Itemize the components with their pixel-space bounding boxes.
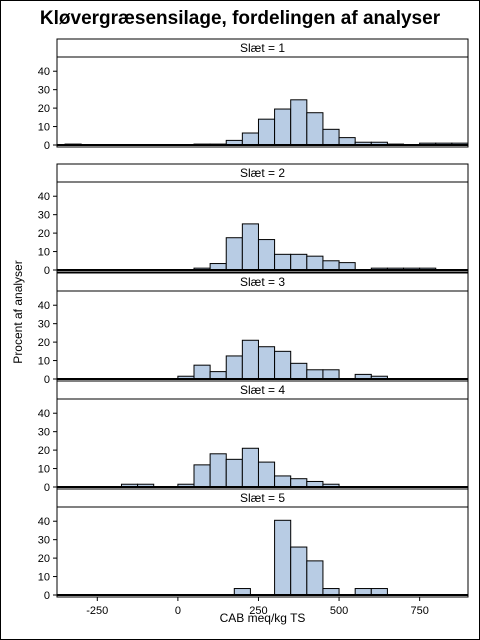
y-tick-label: 20	[38, 103, 50, 115]
panel-label-1: Slæt = 1	[240, 41, 285, 55]
y-tick-label: 30	[38, 210, 50, 222]
y-tick-label: 30	[38, 319, 50, 331]
y-tick-label: 10	[38, 464, 50, 476]
y-tick-label: 40	[38, 191, 50, 203]
histogram-bar	[257, 346, 276, 380]
histogram-bar	[225, 355, 243, 380]
histogram-bar	[257, 118, 276, 146]
panel-plot-area-5	[56, 506, 469, 598]
y-tick-label: 40	[38, 516, 50, 528]
panel-label-2: Slæt = 2	[240, 166, 285, 180]
histogram-bar	[193, 364, 211, 380]
histogram-bar	[290, 99, 308, 146]
histogram-bar	[257, 461, 276, 488]
histogram-bar	[290, 253, 308, 271]
y-tick-label: 0	[44, 140, 50, 152]
histogram-bar	[338, 137, 356, 146]
histogram-bar	[193, 464, 211, 488]
y-tick-label: 10	[38, 122, 50, 134]
histogram-bar	[306, 255, 324, 271]
histogram-bar	[290, 478, 308, 488]
histogram-bar	[322, 128, 340, 146]
histogram-bar	[274, 253, 292, 271]
y-tick-label: 10	[38, 247, 50, 259]
histogram-bar	[241, 223, 259, 271]
histogram-bar	[209, 371, 227, 380]
histogram-bar	[225, 458, 243, 488]
histogram-bar	[290, 362, 308, 380]
histogram-bar	[290, 546, 308, 596]
y-tick-label: 20	[38, 553, 50, 565]
y-tick-label: 20	[38, 445, 50, 457]
y-tick-label: 30	[38, 427, 50, 439]
x-tick-label: 250	[249, 605, 267, 617]
x-axis-label: CAB meq/kg TS	[220, 611, 306, 625]
histogram-bar	[306, 369, 324, 380]
y-tick-label: 0	[44, 265, 50, 277]
panel-plot-area-1	[56, 56, 469, 148]
histogram-bar	[241, 339, 259, 380]
panel-label-3: Slæt = 3	[240, 275, 285, 289]
x-tick-label: 500	[330, 605, 348, 617]
y-tick-label: 10	[38, 356, 50, 368]
histogram-bar	[257, 239, 276, 271]
chart-title: Kløvergræsensilage, fordelingen af analy…	[39, 8, 441, 29]
histogram-bar	[209, 453, 227, 488]
histogram-bar	[306, 112, 324, 146]
histogram-bar	[241, 447, 259, 488]
y-tick-label: 30	[38, 85, 50, 97]
histogram-bar	[274, 475, 292, 488]
y-tick-label: 10	[38, 572, 50, 584]
x-tick-label: 750	[410, 605, 428, 617]
panel-label-4: Slæt = 4	[240, 383, 285, 397]
panel-plot-area-2	[56, 181, 469, 273]
histogram-bar	[338, 262, 356, 271]
histogram-bar	[322, 260, 340, 271]
y-tick-label: 40	[38, 66, 50, 78]
histogram-bar	[306, 560, 324, 596]
histogram-bar	[225, 237, 243, 271]
panel-label-5: Slæt = 5	[240, 491, 285, 505]
y-tick-label: 40	[38, 408, 50, 420]
y-tick-label: 0	[44, 590, 50, 602]
y-tick-label: 20	[38, 337, 50, 349]
y-tick-label: 0	[44, 374, 50, 386]
histogram-bar	[322, 369, 340, 380]
y-tick-label: 40	[38, 300, 50, 312]
y-axis-label: Procent af analyser	[11, 260, 25, 363]
histogram-bar	[241, 132, 259, 146]
histogram-bar	[274, 350, 292, 380]
y-tick-label: 30	[38, 535, 50, 547]
histogram-bar	[274, 519, 292, 596]
histogram-bar	[274, 108, 292, 146]
x-tick-label: 0	[175, 605, 181, 617]
y-tick-label: 20	[38, 228, 50, 240]
x-tick-label: -250	[86, 605, 108, 617]
y-tick-label: 0	[44, 482, 50, 494]
